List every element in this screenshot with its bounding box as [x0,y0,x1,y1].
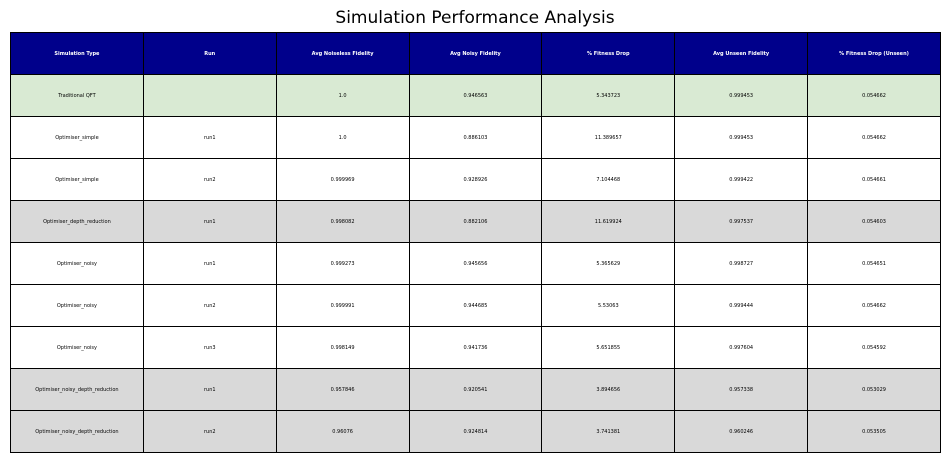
cell-avg-unseen-fidelity: 0.960246 [674,410,809,453]
cell-fitness-drop-unseen: 0.054651 [807,242,941,285]
cell-avg-noiseless-fidelity: 0.957846 [275,368,410,411]
cell-avg-noiseless-fidelity: 0.999273 [275,242,410,285]
table-row: Optimiser_noisy run1 0.999273 0.945656 5.365… [10,242,941,285]
header-simulation-type: Simulation Type [10,32,144,75]
cell-simulation-type: Optimiser_noisy [10,284,144,327]
cell-fitness-drop-unseen: 0.054661 [807,158,941,201]
cell-avg-unseen-fidelity: 0.957338 [674,368,809,411]
cell-run: run2 [142,410,277,453]
header-avg-noiseless-fidelity: Avg Noiseless Fidelity [275,32,410,75]
cell-simulation-type: Optimiser_noisy [10,326,144,369]
cell-fitness-drop-unseen: 0.053029 [807,368,941,411]
cell-fitness-drop: 11.619924 [541,200,676,243]
cell-run [142,74,277,117]
header-avg-unseen-fidelity: Avg Unseen Fidelity [674,32,809,75]
table-body: Traditional QFT 1.0 0.946563 5.343723 0.9994… [10,74,941,453]
cell-fitness-drop-unseen: 0.054662 [807,116,941,159]
cell-avg-noiseless-fidelity: 0.999991 [275,284,410,327]
cell-avg-noisy-fidelity: 0.882106 [408,200,543,243]
chart-title: Simulation Performance Analysis [335,8,615,28]
cell-fitness-drop-unseen: 0.053505 [807,410,941,453]
table-header-row: Simulation Type Run Avg Noiseless Fideli… [10,32,941,75]
cell-run: run1 [142,200,277,243]
cell-avg-noisy-fidelity: 0.924814 [408,410,543,453]
cell-simulation-type: Optimiser_noisy [10,242,144,285]
cell-fitness-drop: 5.365629 [541,242,676,285]
cell-simulation-type: Optimiser_simple [10,158,144,201]
cell-avg-noisy-fidelity: 0.945656 [408,242,543,285]
cell-run: run1 [142,242,277,285]
table-row: Optimiser_noisy_depth_reduction run2 0.960… [10,410,941,453]
performance-table: Simulation Type Run Avg Noiseless Fideli… [10,32,941,453]
cell-fitness-drop: 5.651855 [541,326,676,369]
header-avg-noisy-fidelity: Avg Noisy Fidelity [408,32,543,75]
cell-avg-noisy-fidelity: 0.946563 [408,74,543,117]
cell-avg-noiseless-fidelity: 1.0 [275,116,410,159]
cell-avg-noisy-fidelity: 0.886103 [408,116,543,159]
cell-avg-noiseless-fidelity: 0.999969 [275,158,410,201]
header-run: Run [142,32,277,75]
table-row: Optimiser_noisy_depth_reduction run1 0.957… [10,368,941,411]
table-row: Traditional QFT 1.0 0.946563 5.343723 0.9994… [10,74,941,117]
table-row: Optimiser_noisy run2 0.999991 0.944685 5.530… [10,284,941,327]
cell-avg-unseen-fidelity: 0.999453 [674,74,809,117]
cell-avg-noiseless-fidelity: 0.998082 [275,200,410,243]
cell-fitness-drop-unseen: 0.054662 [807,284,941,327]
table-row: Optimiser_noisy run3 0.998149 0.941736 5.651… [10,326,941,369]
cell-avg-noisy-fidelity: 0.928926 [408,158,543,201]
cell-avg-noisy-fidelity: 0.944685 [408,284,543,327]
cell-fitness-drop: 5.53063 [541,284,676,327]
header-fitness-drop: % Fitness Drop [541,32,676,75]
cell-avg-unseen-fidelity: 0.997537 [674,200,809,243]
table-row: Optimiser_depth_reduction run1 0.998082 0.8… [10,200,941,243]
cell-avg-unseen-fidelity: 0.999444 [674,284,809,327]
cell-run: run2 [142,284,277,327]
cell-run: run1 [142,368,277,411]
cell-simulation-type: Optimiser_depth_reduction [10,200,144,243]
cell-avg-noiseless-fidelity: 1.0 [275,74,410,117]
cell-avg-unseen-fidelity: 0.997604 [674,326,809,369]
cell-avg-unseen-fidelity: 0.999422 [674,158,809,201]
cell-simulation-type: Traditional QFT [10,74,144,117]
cell-simulation-type: Optimiser_simple [10,116,144,159]
cell-fitness-drop: 3.741381 [541,410,676,453]
cell-fitness-drop: 11.389657 [541,116,676,159]
cell-run: run1 [142,116,277,159]
cell-run: run2 [142,158,277,201]
header-fitness-drop-unseen: % Fitness Drop (Unseen) [807,32,941,75]
cell-avg-noisy-fidelity: 0.920541 [408,368,543,411]
cell-simulation-type: Optimiser_noisy_depth_reduction [10,368,144,411]
cell-fitness-drop: 3.894656 [541,368,676,411]
cell-avg-noiseless-fidelity: 0.96076 [275,410,410,453]
cell-fitness-drop-unseen: 0.054603 [807,200,941,243]
cell-fitness-drop: 7.104468 [541,158,676,201]
cell-avg-noisy-fidelity: 0.941736 [408,326,543,369]
table-row: Optimiser_simple run1 1.0 0.886103 11.389657… [10,116,941,159]
cell-simulation-type: Optimiser_noisy_depth_reduction [10,410,144,453]
cell-fitness-drop-unseen: 0.054592 [807,326,941,369]
cell-avg-noiseless-fidelity: 0.998149 [275,326,410,369]
cell-run: run3 [142,326,277,369]
cell-fitness-drop-unseen: 0.054662 [807,74,941,117]
cell-fitness-drop: 5.343723 [541,74,676,117]
cell-avg-unseen-fidelity: 0.999453 [674,116,809,159]
table-row: Optimiser_simple run2 0.999969 0.928926 7.10… [10,158,941,201]
cell-avg-unseen-fidelity: 0.998727 [674,242,809,285]
